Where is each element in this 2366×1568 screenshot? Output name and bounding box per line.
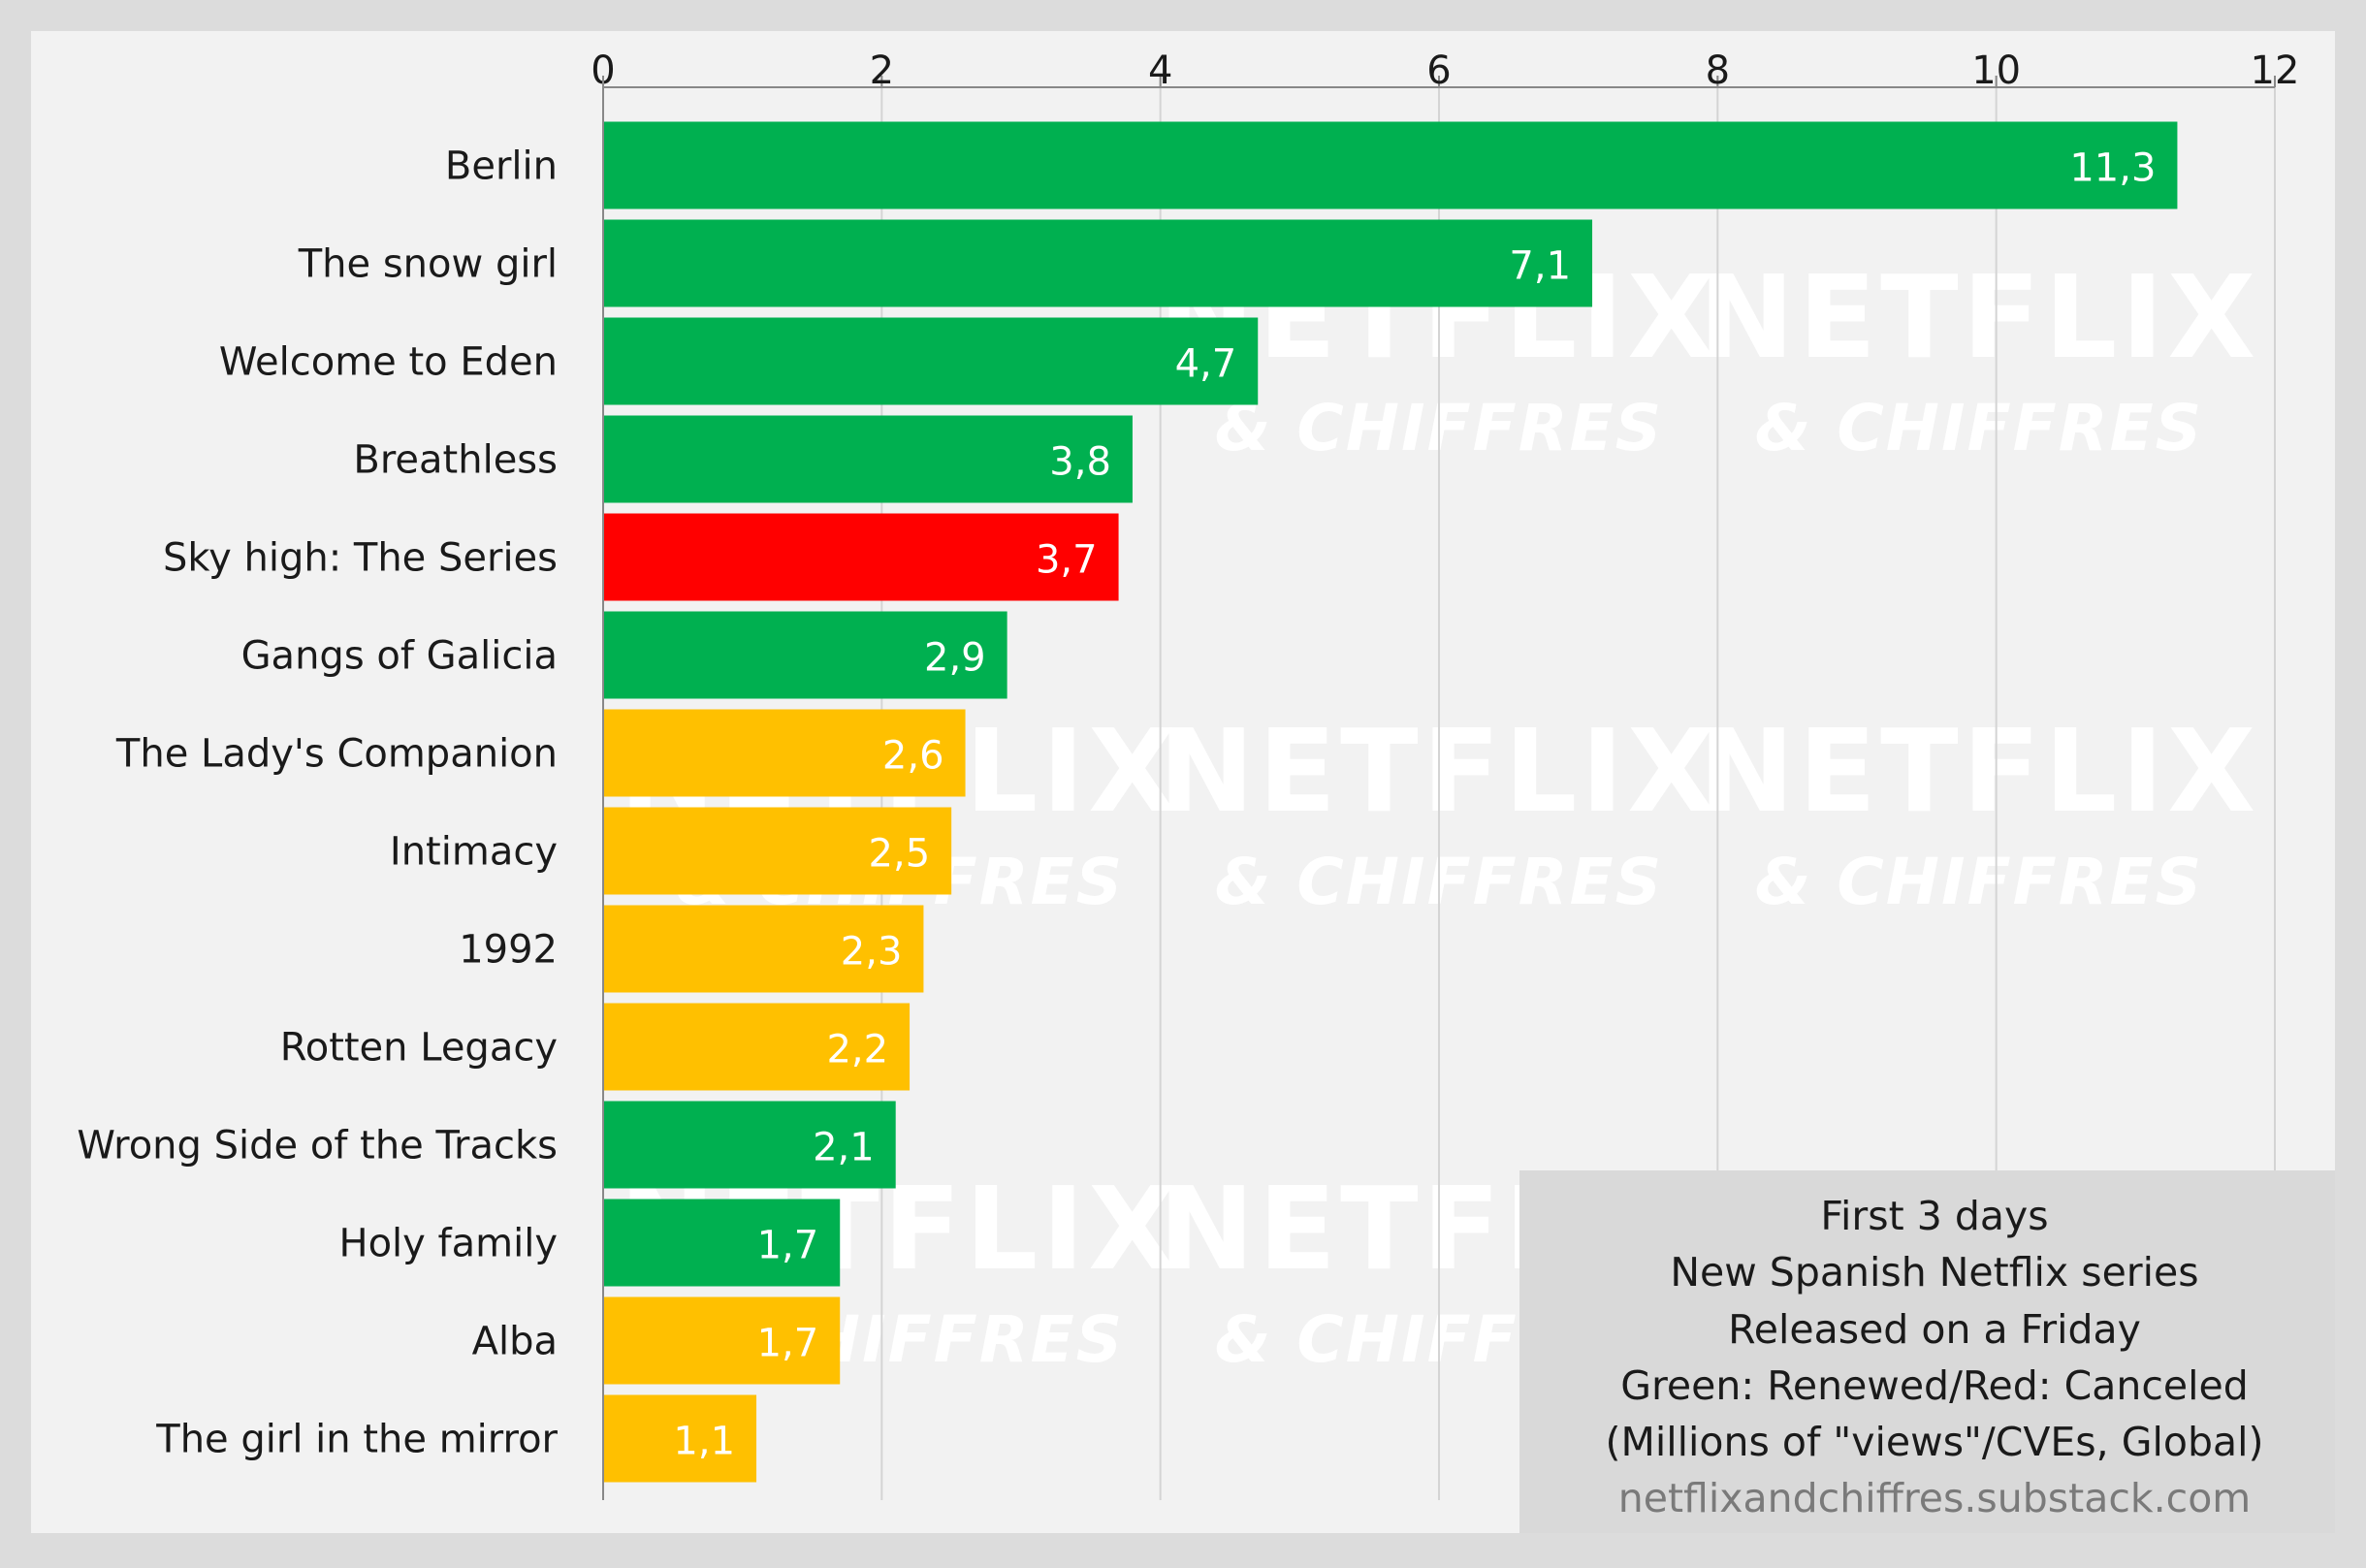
bar (603, 1296, 841, 1385)
watermark-title: NETFLIX (1699, 250, 2260, 384)
x-tick-label: 12 (2251, 48, 2300, 93)
x-tick-label: 4 (1148, 48, 1172, 93)
category-label: Intimacy (390, 830, 558, 875)
value-label: 3,8 (1049, 440, 1111, 485)
bar (603, 709, 966, 797)
value-label: 1,7 (757, 1322, 819, 1366)
bar (603, 219, 1593, 307)
category-label: Welcome to Eden (219, 340, 558, 385)
category-label: Holy family (338, 1222, 558, 1266)
category-label: Breathless (353, 438, 558, 483)
value-label: 3,7 (1036, 538, 1098, 583)
legend-line-3: Released on a Friday (1728, 1306, 2141, 1353)
bar (603, 905, 924, 993)
category-label: The Lady's Companion (115, 732, 558, 777)
x-tick-label: 8 (1706, 48, 1730, 93)
bar (603, 1101, 896, 1189)
watermark-title: NETFLIX (1699, 704, 2260, 838)
value-label: 2,1 (813, 1126, 875, 1170)
legend-line-5: (Millions of "views"/CVEs, Global) (1605, 1419, 2263, 1465)
value-label: 2,9 (924, 636, 986, 681)
value-label: 2,6 (882, 734, 944, 779)
bar (603, 1394, 757, 1483)
watermark-subtitle: & CHIFFRES (1755, 845, 2203, 919)
bars (603, 121, 2178, 1483)
category-label: Alba (472, 1320, 558, 1364)
x-axis-ticks: 0 2 4 6 8 10 12 (591, 48, 2299, 93)
bar (603, 1199, 841, 1287)
x-tick-label: 2 (870, 48, 894, 93)
value-label: 1,7 (757, 1224, 819, 1268)
bar (603, 611, 1007, 699)
source-label: netflixandchiffres.substack.com (1618, 1475, 2251, 1521)
category-label: Sky high: The Series (163, 536, 558, 581)
legend-line-4: Green: Renewed/Red: Canceled (1620, 1362, 2249, 1409)
category-labels: Berlin The snow girl Welcome to Eden Breath… (77, 144, 558, 1462)
bar (603, 415, 1133, 503)
bar (603, 317, 1259, 405)
category-label: Berlin (445, 144, 558, 189)
bar (603, 807, 952, 895)
x-tick-label: 6 (1426, 48, 1451, 93)
category-label: Rotten Legacy (280, 1026, 558, 1071)
value-label: 2,2 (826, 1028, 888, 1072)
legend-line-2: New Spanish Netflix series (1670, 1249, 2198, 1296)
value-label: 1,1 (673, 1420, 735, 1464)
value-labels: 11,3 7,1 4,7 3,8 3,7 2,9 2,6 2,5 2,3 2,2 2,1 1,7 1,7… (673, 146, 2156, 1464)
value-label: 2,5 (869, 832, 931, 877)
category-label: Gangs of Galicia (241, 634, 558, 679)
value-label: 7,1 (1509, 244, 1571, 289)
bar (603, 513, 1119, 601)
category-label: 1992 (459, 928, 558, 973)
value-label: 11,3 (2069, 146, 2156, 191)
bar (603, 1003, 911, 1091)
category-label: Wrong Side of the Tracks (77, 1124, 558, 1168)
legend-background (1519, 1170, 2335, 1533)
watermark-subtitle: & CHIFFRES (1755, 391, 2203, 465)
value-label: 2,3 (841, 930, 903, 975)
bar (603, 121, 2178, 209)
category-label: The snow girl (298, 242, 558, 287)
legend-line-1: First 3 days (1820, 1193, 2048, 1239)
legend-box: First 3 days New Spanish Netflix series … (1519, 1170, 2335, 1533)
value-label: 4,7 (1175, 342, 1237, 387)
x-tick-label: 10 (1971, 48, 2021, 93)
watermark-title: NETFLIX (1159, 704, 1720, 838)
category-label: The girl in the mirror (155, 1418, 558, 1462)
